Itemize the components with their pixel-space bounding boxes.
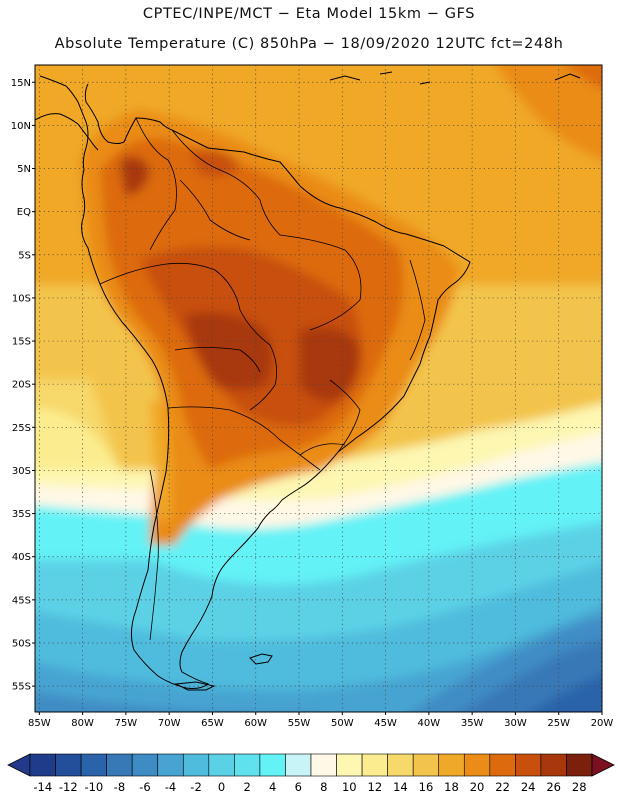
- colorbar-label: -6: [139, 780, 150, 794]
- colorbar: -14 -12 -10 -8 -6 -4 -2 0 2 4 6 8 10 12 14 16 18 20 22 24 26…: [7, 753, 615, 794]
- lon-label: 80W: [71, 718, 94, 729]
- colorbar-swatch: [489, 753, 516, 777]
- lon-label: 50W: [331, 718, 354, 729]
- colorbar-label: 12: [368, 780, 383, 794]
- lon-label: 65W: [201, 718, 224, 729]
- colorbar-label: 26: [546, 780, 561, 794]
- map-title-line1: CPTEC/INPE/MCT − Eta Model 15km − GFS: [142, 6, 476, 22]
- colorbar-label: 24: [521, 780, 536, 794]
- colorbar-swatch: [438, 753, 465, 777]
- lon-label: 70W: [158, 718, 181, 729]
- colorbar-swatch: [80, 753, 107, 777]
- colorbar-swatch: [55, 753, 82, 777]
- lon-label: 85W: [28, 718, 51, 729]
- colorbar-label: 4: [269, 780, 276, 794]
- south-america-coastline: [39, 75, 471, 689]
- colorbar-swatch: [361, 753, 388, 777]
- lat-label: 20S: [12, 380, 31, 391]
- coastlines: [35, 71, 581, 691]
- lon-label: 30W: [504, 718, 527, 729]
- temperature-field: [35, 65, 602, 712]
- tierra-del-fuego: [174, 681, 216, 691]
- colorbar-label: -12: [59, 780, 78, 794]
- lon-label: 55W: [288, 718, 311, 729]
- map-title-line2: Absolute Temperature (C) 850hPa − 18/09/…: [54, 36, 564, 52]
- colorbar-swatch: [540, 753, 567, 777]
- colorbar-swatch: [29, 753, 56, 777]
- colorbar-swatch: [259, 753, 286, 777]
- lat-label: 35S: [12, 509, 31, 520]
- colorbar-label: 28: [572, 780, 587, 794]
- lat-label: EQ: [17, 207, 31, 218]
- lat-label: 10S: [12, 293, 31, 304]
- colorbar-swatch: [566, 753, 593, 777]
- lon-label: 35W: [461, 718, 484, 729]
- colorbar-swatch: [106, 753, 133, 777]
- lon-label: 20W: [591, 718, 614, 729]
- lon-label: 40W: [418, 718, 441, 729]
- colorbar-label: -4: [165, 780, 176, 794]
- colorbar-label: -10: [84, 780, 103, 794]
- lat-label: 50S: [12, 638, 31, 649]
- lat-label: 10N: [11, 121, 31, 132]
- colorbar-swatch: [285, 753, 312, 777]
- lat-label: 15N: [11, 78, 31, 89]
- colorbar-swatch: [310, 753, 337, 777]
- national-borders: [99, 117, 426, 641]
- colorbar-swatch: [182, 753, 210, 777]
- colorbar-swatch: [157, 753, 184, 777]
- colorbar-label: 14: [393, 780, 408, 794]
- lat-label: 45S: [12, 595, 31, 606]
- lon-label: 60W: [244, 718, 267, 729]
- colorbar-label: 10: [342, 780, 357, 794]
- colorbar-label: 18: [444, 780, 459, 794]
- colorbar-swatch: [208, 753, 235, 777]
- lon-label: 45W: [374, 718, 397, 729]
- colorbar-label: 2: [243, 780, 250, 794]
- colorbar-swatch: [412, 753, 440, 777]
- colorbar-swatch: [387, 753, 414, 777]
- map-frame: [34, 64, 603, 713]
- lat-label: 5S: [18, 250, 31, 261]
- colorbar-swatch: [515, 753, 542, 777]
- colorbar-swatch: [336, 753, 363, 777]
- falklands: [249, 653, 273, 665]
- colorbar-swatch: [463, 753, 491, 777]
- lat-label: 5N: [17, 164, 31, 175]
- lat-label: 30S: [12, 466, 31, 477]
- colorbar-label: -8: [114, 780, 125, 794]
- colorbar-label: 8: [320, 780, 327, 794]
- lat-label: 15S: [12, 337, 31, 348]
- colorbar-under-arrow: [7, 753, 31, 777]
- colorbar-label: 0: [218, 780, 225, 794]
- colorbar-swatch: [131, 753, 159, 777]
- colorbar-label: 16: [419, 780, 434, 794]
- colorbar-label: 20: [470, 780, 485, 794]
- colorbar-swatch: [234, 753, 261, 777]
- lat-label: 55S: [12, 682, 31, 693]
- colorbar-over-arrow: [591, 753, 615, 777]
- map-axes: 15N 10N 5N EQ 5S 10S 15S 20S 25S 30S 35S 40S 45S 50S 5…: [11, 78, 614, 729]
- lon-label: 25W: [547, 718, 570, 729]
- colorbar-label: 22: [495, 780, 510, 794]
- central-america-coastline: [35, 113, 99, 151]
- lat-label: 40S: [12, 552, 31, 563]
- lat-label: 25S: [12, 423, 31, 434]
- lon-label: 75W: [115, 718, 138, 729]
- colorbar-label: -2: [190, 780, 201, 794]
- colorbar-label: 6: [295, 780, 302, 794]
- colorbar-label: -14: [33, 780, 52, 794]
- caribbean-islands: [329, 71, 581, 85]
